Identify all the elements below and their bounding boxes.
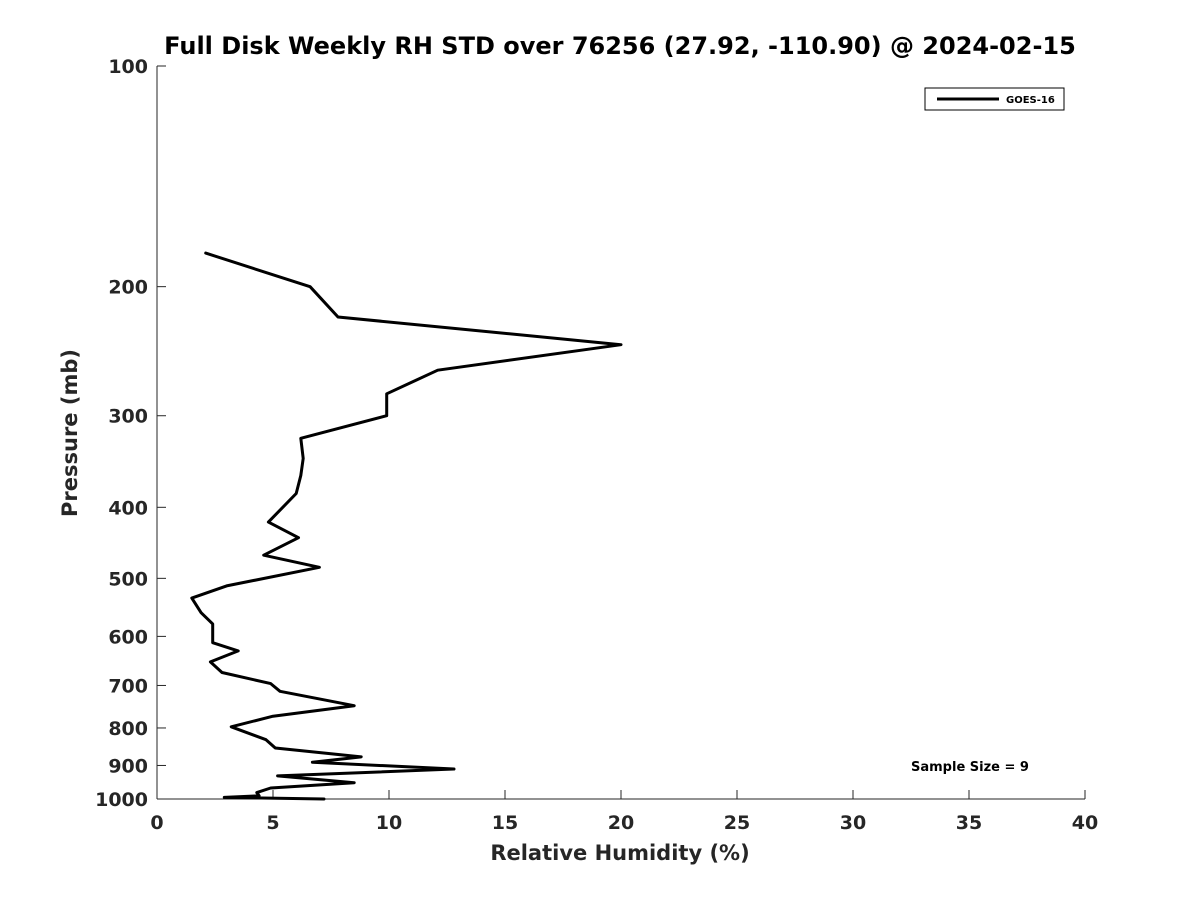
x-tick-label: 5 bbox=[266, 812, 279, 834]
y-tick-label: 1000 bbox=[95, 789, 148, 811]
y-tick-label: 500 bbox=[108, 568, 148, 590]
x-tick-label: 10 bbox=[376, 812, 402, 834]
y-axis-label: Pressure (mb) bbox=[58, 349, 82, 517]
series-line-goes-16 bbox=[190, 251, 623, 801]
y-tick-label: 300 bbox=[108, 406, 148, 428]
y-tick-label: 900 bbox=[108, 755, 148, 777]
x-tick-label: 40 bbox=[1072, 812, 1098, 834]
axes: 0 5 10 15 20 25 30 35 40 100 200 300 400 500 600 700 800… bbox=[95, 56, 1098, 834]
x-tick-label: 15 bbox=[492, 812, 518, 834]
y-tick-label: 200 bbox=[108, 277, 148, 299]
x-axis-label: Relative Humidity (%) bbox=[490, 841, 749, 865]
y-tick-label: 800 bbox=[108, 718, 148, 740]
x-tick-label: 35 bbox=[956, 812, 982, 834]
x-tick-label: 30 bbox=[840, 812, 866, 834]
plot-area bbox=[190, 251, 623, 801]
y-tick-label: 700 bbox=[108, 675, 148, 697]
x-tick-label: 25 bbox=[724, 812, 750, 834]
y-tick-label: 100 bbox=[108, 56, 148, 78]
x-tick-label: 0 bbox=[150, 812, 163, 834]
legend-label: GOES-16 bbox=[1006, 95, 1055, 106]
y-tick-label: 600 bbox=[108, 626, 148, 648]
chart-title: Full Disk Weekly RH STD over 76256 (27.9… bbox=[164, 32, 1076, 60]
sample-size-annotation: Sample Size = 9 bbox=[911, 760, 1029, 775]
x-tick-label: 20 bbox=[608, 812, 634, 834]
y-tick-label: 400 bbox=[108, 497, 148, 519]
legend: GOES-16 bbox=[924, 87, 1065, 111]
